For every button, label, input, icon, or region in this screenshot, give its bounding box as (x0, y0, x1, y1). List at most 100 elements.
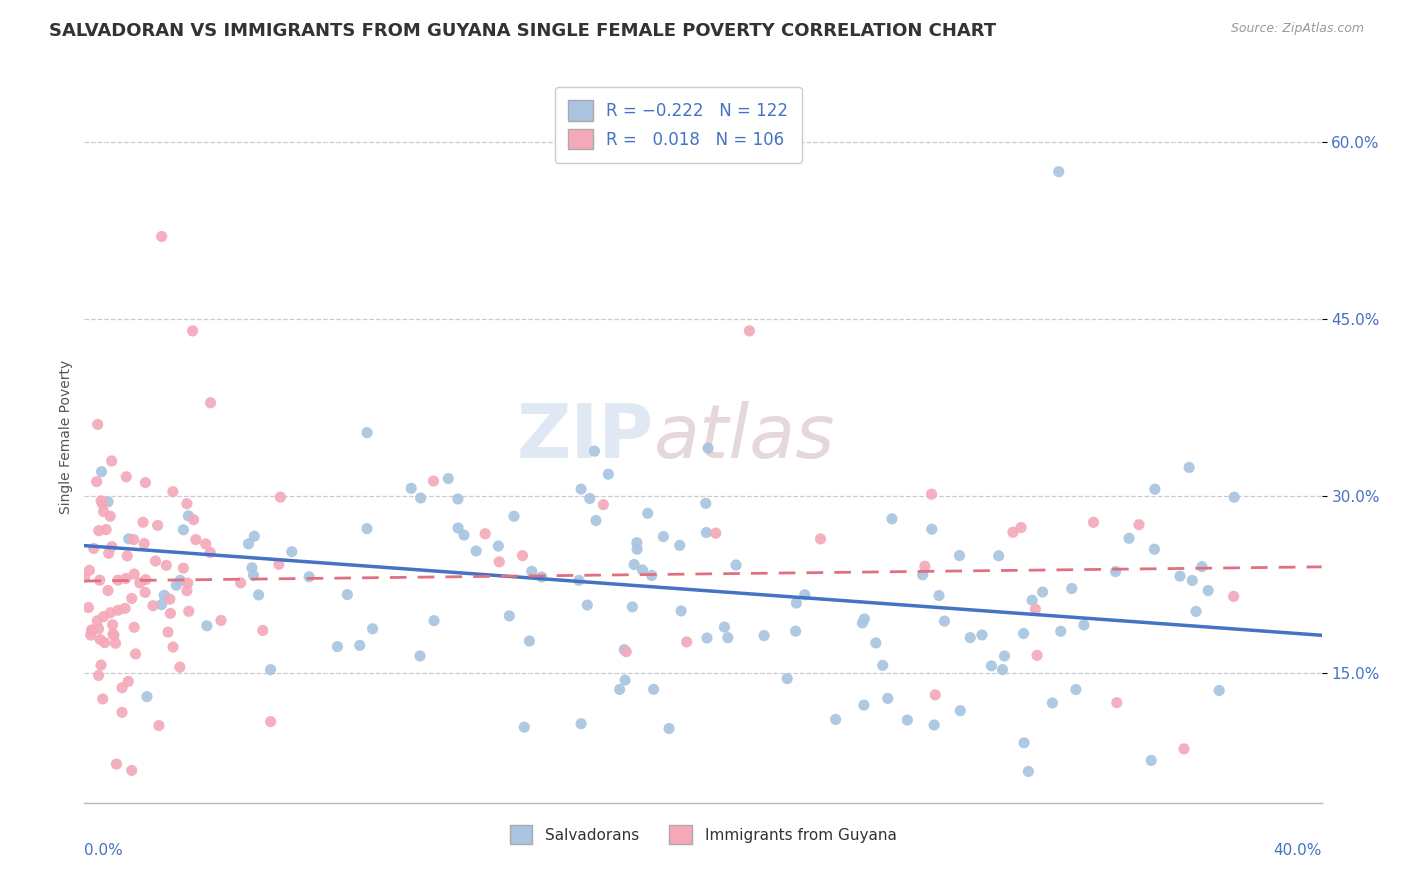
Point (80, 623, 103, 637)
Point (86, 417, 108, 432)
Text: ZIP: ZIP (516, 401, 654, 474)
Point (89, 632, 111, 647)
Point (118, 532, 141, 546)
Point (785, 596, 807, 610)
Legend: Salvadorans, Immigrants from Guyana: Salvadorans, Immigrants from Guyana (503, 819, 903, 850)
Point (159, 607, 181, 621)
Point (194, 537, 217, 551)
Point (336, 588, 359, 602)
Point (100, 454, 122, 468)
Point (675, 635, 697, 649)
Point (177, 576, 200, 591)
Point (79, 563, 101, 577)
Point (980, 658, 1002, 673)
Point (697, 441, 720, 455)
Point (91, 497, 114, 511)
Point (162, 484, 184, 499)
Point (585, 514, 607, 528)
Point (134, 536, 156, 550)
Point (922, 718, 945, 732)
Point (73, 570, 96, 584)
Point (626, 535, 648, 549)
Point (1140, 754, 1163, 768)
Point (669, 604, 692, 618)
Point (1032, 585, 1054, 599)
Point (512, 549, 534, 563)
Point (865, 636, 887, 650)
Point (183, 513, 205, 527)
Point (643, 682, 665, 697)
Point (948, 549, 970, 563)
Point (93, 635, 115, 649)
Point (121, 591, 143, 606)
Point (80, 624, 103, 638)
Point (326, 640, 349, 654)
Point (949, 704, 972, 718)
Point (776, 672, 799, 686)
Point (122, 620, 145, 634)
Point (1128, 517, 1150, 532)
Point (637, 506, 659, 520)
Point (100, 606, 122, 620)
Point (111, 681, 134, 695)
Point (148, 718, 170, 732)
Point (156, 625, 179, 640)
Point (613, 642, 636, 657)
Point (576, 598, 599, 612)
Point (104, 636, 127, 650)
Point (252, 624, 274, 638)
Point (793, 588, 815, 602)
Point (447, 491, 470, 506)
Point (824, 713, 846, 727)
Point (150, 598, 173, 612)
Point (583, 444, 606, 458)
Point (184, 533, 207, 547)
Point (696, 631, 718, 645)
Point (876, 691, 898, 706)
Point (409, 648, 432, 663)
Point (1143, 542, 1166, 557)
Point (592, 498, 614, 512)
Point (229, 575, 252, 590)
Point (1178, 460, 1201, 475)
Point (356, 522, 378, 536)
Point (86, 475, 108, 489)
Point (145, 554, 167, 568)
Point (1049, 624, 1071, 639)
Point (153, 588, 176, 602)
Point (135, 573, 157, 587)
Point (177, 508, 200, 523)
Point (453, 528, 475, 542)
Point (132, 515, 155, 529)
Point (752, 629, 775, 643)
Point (267, 558, 290, 572)
Point (1024, 602, 1046, 616)
Point (713, 620, 735, 634)
Point (725, 558, 748, 572)
Point (614, 673, 637, 688)
Point (872, 658, 894, 673)
Point (1143, 482, 1166, 496)
Point (122, 533, 145, 547)
Point (155, 558, 177, 573)
Point (519, 634, 541, 648)
Point (987, 549, 1010, 563)
Point (1173, 742, 1195, 756)
Point (176, 497, 198, 511)
Point (810, 532, 832, 546)
Point (177, 604, 200, 618)
Point (1168, 569, 1191, 583)
Point (101, 540, 124, 554)
Point (1083, 516, 1105, 530)
Point (1104, 565, 1126, 579)
Point (94, 523, 117, 537)
Point (97, 495, 120, 509)
Point (503, 509, 526, 524)
Point (409, 491, 432, 505)
Point (498, 608, 520, 623)
Point (1105, 696, 1128, 710)
Point (569, 482, 592, 496)
Point (598, 467, 620, 482)
Point (298, 570, 321, 584)
Point (896, 713, 918, 727)
